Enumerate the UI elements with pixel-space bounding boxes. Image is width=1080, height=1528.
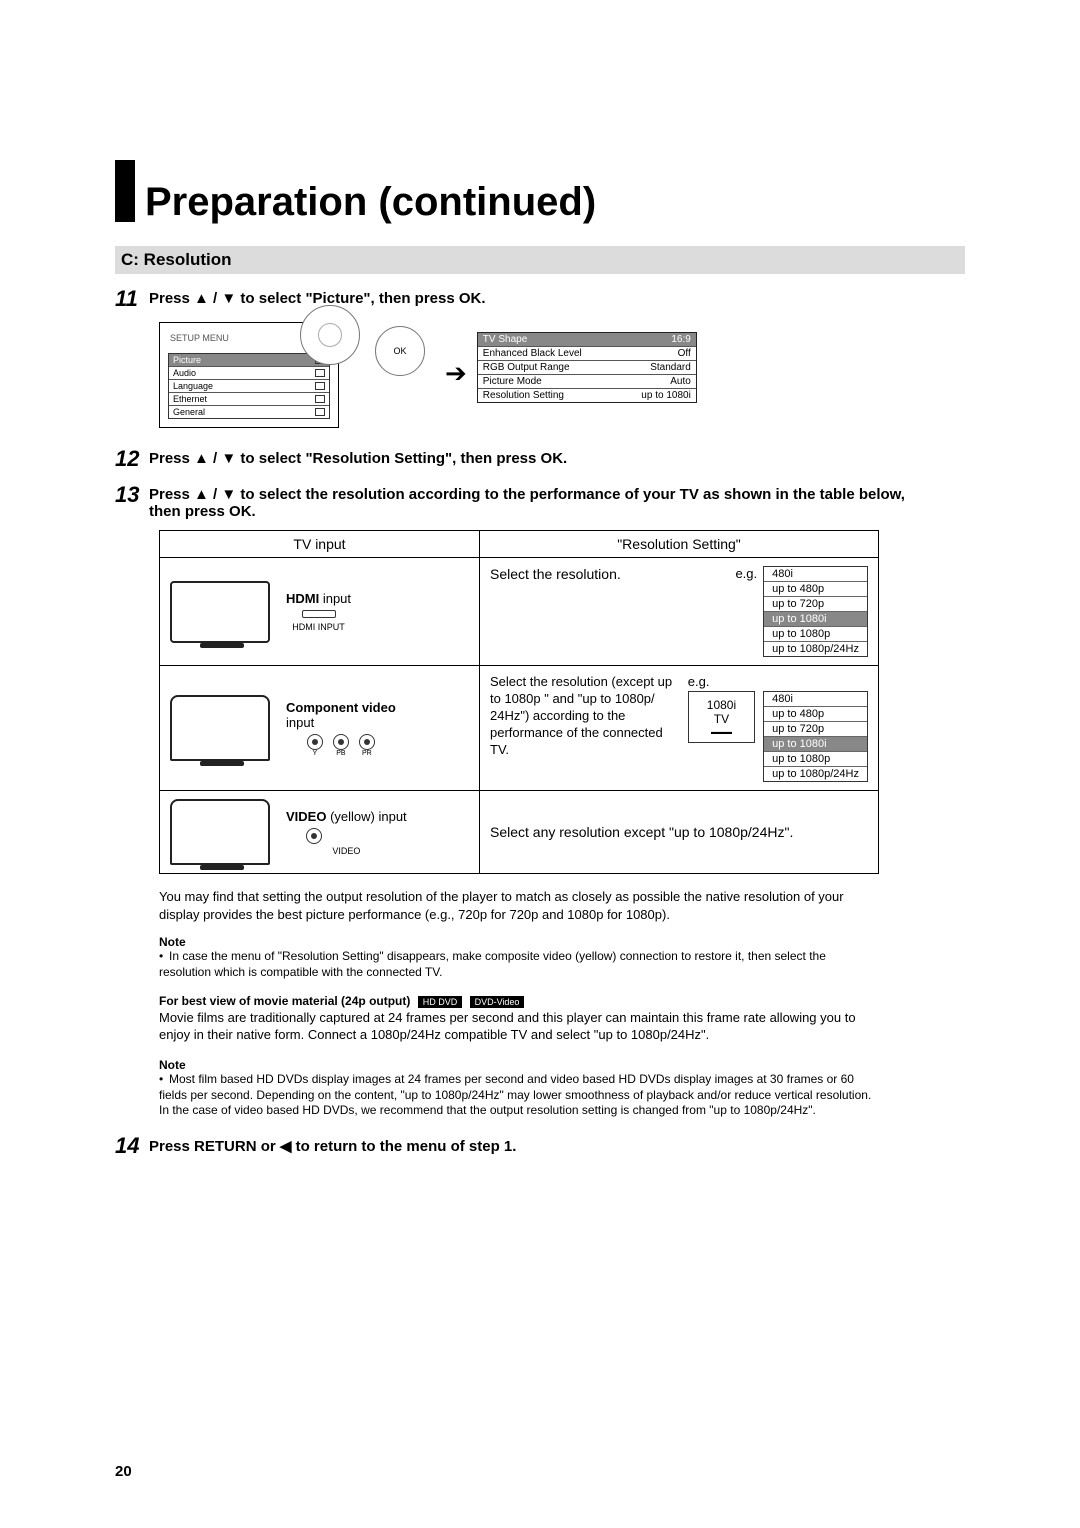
resolution-table: TV input "Resolution Setting" HDMI input… [159, 530, 879, 874]
resolution-options: 480i up to 480p up to 720p up to 1080i u… [763, 691, 868, 782]
table-row-hdmi: HDMI input HDMI INPUT Select the resolut… [160, 558, 879, 666]
opt-1080i: up to 1080i [764, 612, 867, 627]
page-title: Preparation (continued) [145, 182, 596, 222]
arrow-up-down-icon: ▲ / ▼ [194, 450, 236, 467]
col-resolution-setting: "Resolution Setting" [480, 531, 879, 558]
remote-ok-icon: OK [375, 326, 425, 376]
note-body-2: •Most film based HD DVDs display images … [159, 1072, 879, 1119]
hdmi-port-label: HDMI INPUT [286, 622, 351, 632]
hdmi-right-text: Select the resolution. [490, 566, 729, 582]
note-heading-2: Note [159, 1058, 965, 1072]
tv-1080i-box: 1080i TV ▬▬▬ [688, 691, 755, 743]
table-row-video: VIDEO (yellow) input VIDEO Select any re… [160, 791, 879, 874]
step-14: 14 Press RETURN or ◀ to return to the me… [115, 1133, 965, 1159]
dvd-video-badge: DVD-Video [470, 996, 525, 1008]
arrow-left-icon: ◀ [280, 1138, 292, 1155]
hd-dvd-badge: HD DVD [418, 996, 463, 1008]
setup-menu-box: SETUP MENU Picture Audio Language Ethern… [159, 322, 339, 428]
menu-item-general: General [169, 405, 329, 418]
setup-menu-label: SETUP MENU [170, 333, 229, 343]
step-13: 13 Press ▲ / ▼ to select the resolution … [115, 482, 965, 520]
step-number: 11 [115, 286, 149, 312]
setting-ebl: Enhanced Black LevelOff [478, 347, 696, 361]
hdmi-port-icon [302, 610, 336, 618]
eg-label: e.g. [735, 566, 757, 581]
step-text: Press ▲ / ▼ to select "Resolution Settin… [149, 446, 567, 472]
col-tv-input: TV input [160, 531, 480, 558]
hdmi-label-bold: HDMI [286, 591, 319, 606]
page-number: 20 [115, 1463, 132, 1480]
component-ports-icon: Y PB PR [286, 734, 396, 757]
opt-1080p24: up to 1080p/24Hz [764, 642, 867, 656]
arrow-up-down-icon: ▲ / ▼ [194, 290, 236, 307]
opt-480p: up to 480p [764, 582, 867, 597]
menu-item-picture: Picture [169, 354, 329, 366]
setting-rgb: RGB Output RangeStandard [478, 361, 696, 375]
tv-icon [170, 581, 270, 643]
step-post: to select "Picture", then press OK. [236, 290, 485, 307]
video-port-label: VIDEO [286, 846, 407, 856]
opt-720p: up to 720p [764, 597, 867, 612]
opt-1080p: up to 1080p [764, 627, 867, 642]
step-text: Press RETURN or ◀ to return to the menu … [149, 1133, 516, 1159]
tv-icon [170, 695, 270, 761]
step-pre: Press [149, 290, 194, 307]
table-row-component: Component video input Y PB PR Select the… [160, 666, 879, 791]
arrow-up-down-icon: ▲ / ▼ [194, 486, 236, 503]
step-number: 14 [115, 1133, 149, 1159]
component-label-bold: Component video [286, 700, 396, 715]
video-right-text: Select any resolution except "up to 1080… [480, 791, 879, 874]
page-title-row: Preparation (continued) [115, 160, 965, 222]
step-11: 11 Press ▲ / ▼ to select "Picture", then… [115, 286, 965, 312]
tv-icon [170, 799, 270, 865]
eg-label: e.g. [688, 674, 710, 689]
menu-item-ethernet: Ethernet [169, 392, 329, 405]
component-right-text: Select the resolution (except up to 1080… [490, 674, 682, 758]
settings-panel: TV Shape16:9 Enhanced Black LevelOff RGB… [477, 332, 697, 403]
step-12: 12 Press ▲ / ▼ to select "Resolution Set… [115, 446, 965, 472]
video-label-bold: VIDEO [286, 809, 326, 824]
note-heading: Note [159, 935, 965, 949]
menu-item-audio: Audio [169, 366, 329, 379]
setup-menu-diagram: SETUP MENU Picture Audio Language Ethern… [159, 322, 965, 428]
opt-480i: 480i [764, 567, 867, 582]
section-heading: C: Resolution [115, 246, 965, 274]
setting-resolution: Resolution Settingup to 1080i [478, 389, 696, 402]
step-text: Press ▲ / ▼ to select the resolution acc… [149, 482, 909, 520]
menu-item-language: Language [169, 379, 329, 392]
note-body: •In case the menu of "Resolution Setting… [159, 949, 879, 980]
title-bar-icon [115, 160, 135, 222]
arrow-right-icon: ➔ [445, 358, 467, 389]
setting-picmode: Picture ModeAuto [478, 375, 696, 389]
body-paragraph: You may find that setting the output res… [159, 888, 879, 923]
step-number: 12 [115, 446, 149, 472]
step-number: 13 [115, 482, 149, 520]
setting-tvshape: TV Shape16:9 [478, 333, 696, 347]
remote-dpad-icon [300, 305, 360, 365]
movie-heading: For best view of movie material (24p out… [159, 994, 965, 1008]
movie-body: Movie films are traditionally captured a… [159, 1010, 879, 1044]
resolution-options: 480i up to 480p up to 720p up to 1080i u… [763, 566, 868, 657]
video-port-icon [306, 828, 322, 844]
